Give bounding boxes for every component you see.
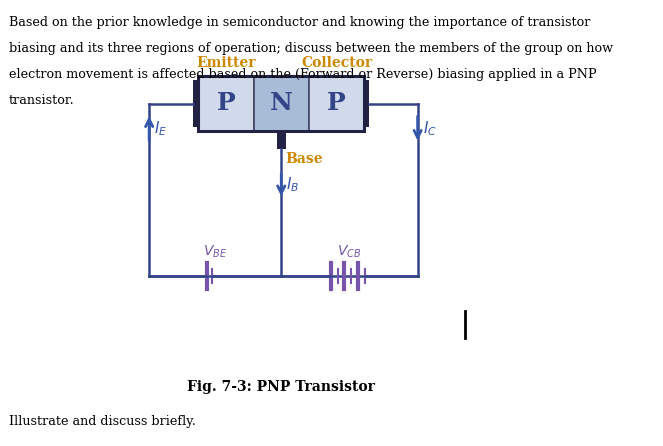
Text: biasing and its three regions of operation; discuss between the members of the g: biasing and its three regions of operati… <box>9 42 613 55</box>
Text: electron movement is affected based on the (Forward or Reverse) biasing applied : electron movement is affected based on t… <box>9 68 596 81</box>
Text: $I_E$: $I_E$ <box>154 119 168 138</box>
Text: transistor.: transistor. <box>9 94 74 107</box>
Text: N: N <box>270 91 292 116</box>
Bar <box>253 76 309 131</box>
Text: Emitter: Emitter <box>196 56 256 70</box>
Bar <box>277 131 286 149</box>
Text: $V_{BE}$: $V_{BE}$ <box>203 244 227 260</box>
Bar <box>193 80 198 127</box>
Text: $I_B$: $I_B$ <box>286 176 300 194</box>
Text: Collector: Collector <box>301 56 372 70</box>
Bar <box>365 80 369 127</box>
Text: $V_{CB}$: $V_{CB}$ <box>337 244 361 260</box>
Text: P: P <box>328 91 346 116</box>
Text: Illustrate and discuss briefly.: Illustrate and discuss briefly. <box>9 415 196 428</box>
Text: $I_C$: $I_C$ <box>423 119 437 138</box>
Bar <box>198 76 365 131</box>
Bar <box>198 76 253 131</box>
Text: Based on the prior knowledge in semiconductor and knowing the importance of tran: Based on the prior knowledge in semicond… <box>9 16 590 29</box>
Text: P: P <box>217 91 235 116</box>
Text: Fig. 7-3: PNP Transistor: Fig. 7-3: PNP Transistor <box>188 380 375 394</box>
Bar <box>309 76 365 131</box>
Text: Base: Base <box>286 152 323 166</box>
